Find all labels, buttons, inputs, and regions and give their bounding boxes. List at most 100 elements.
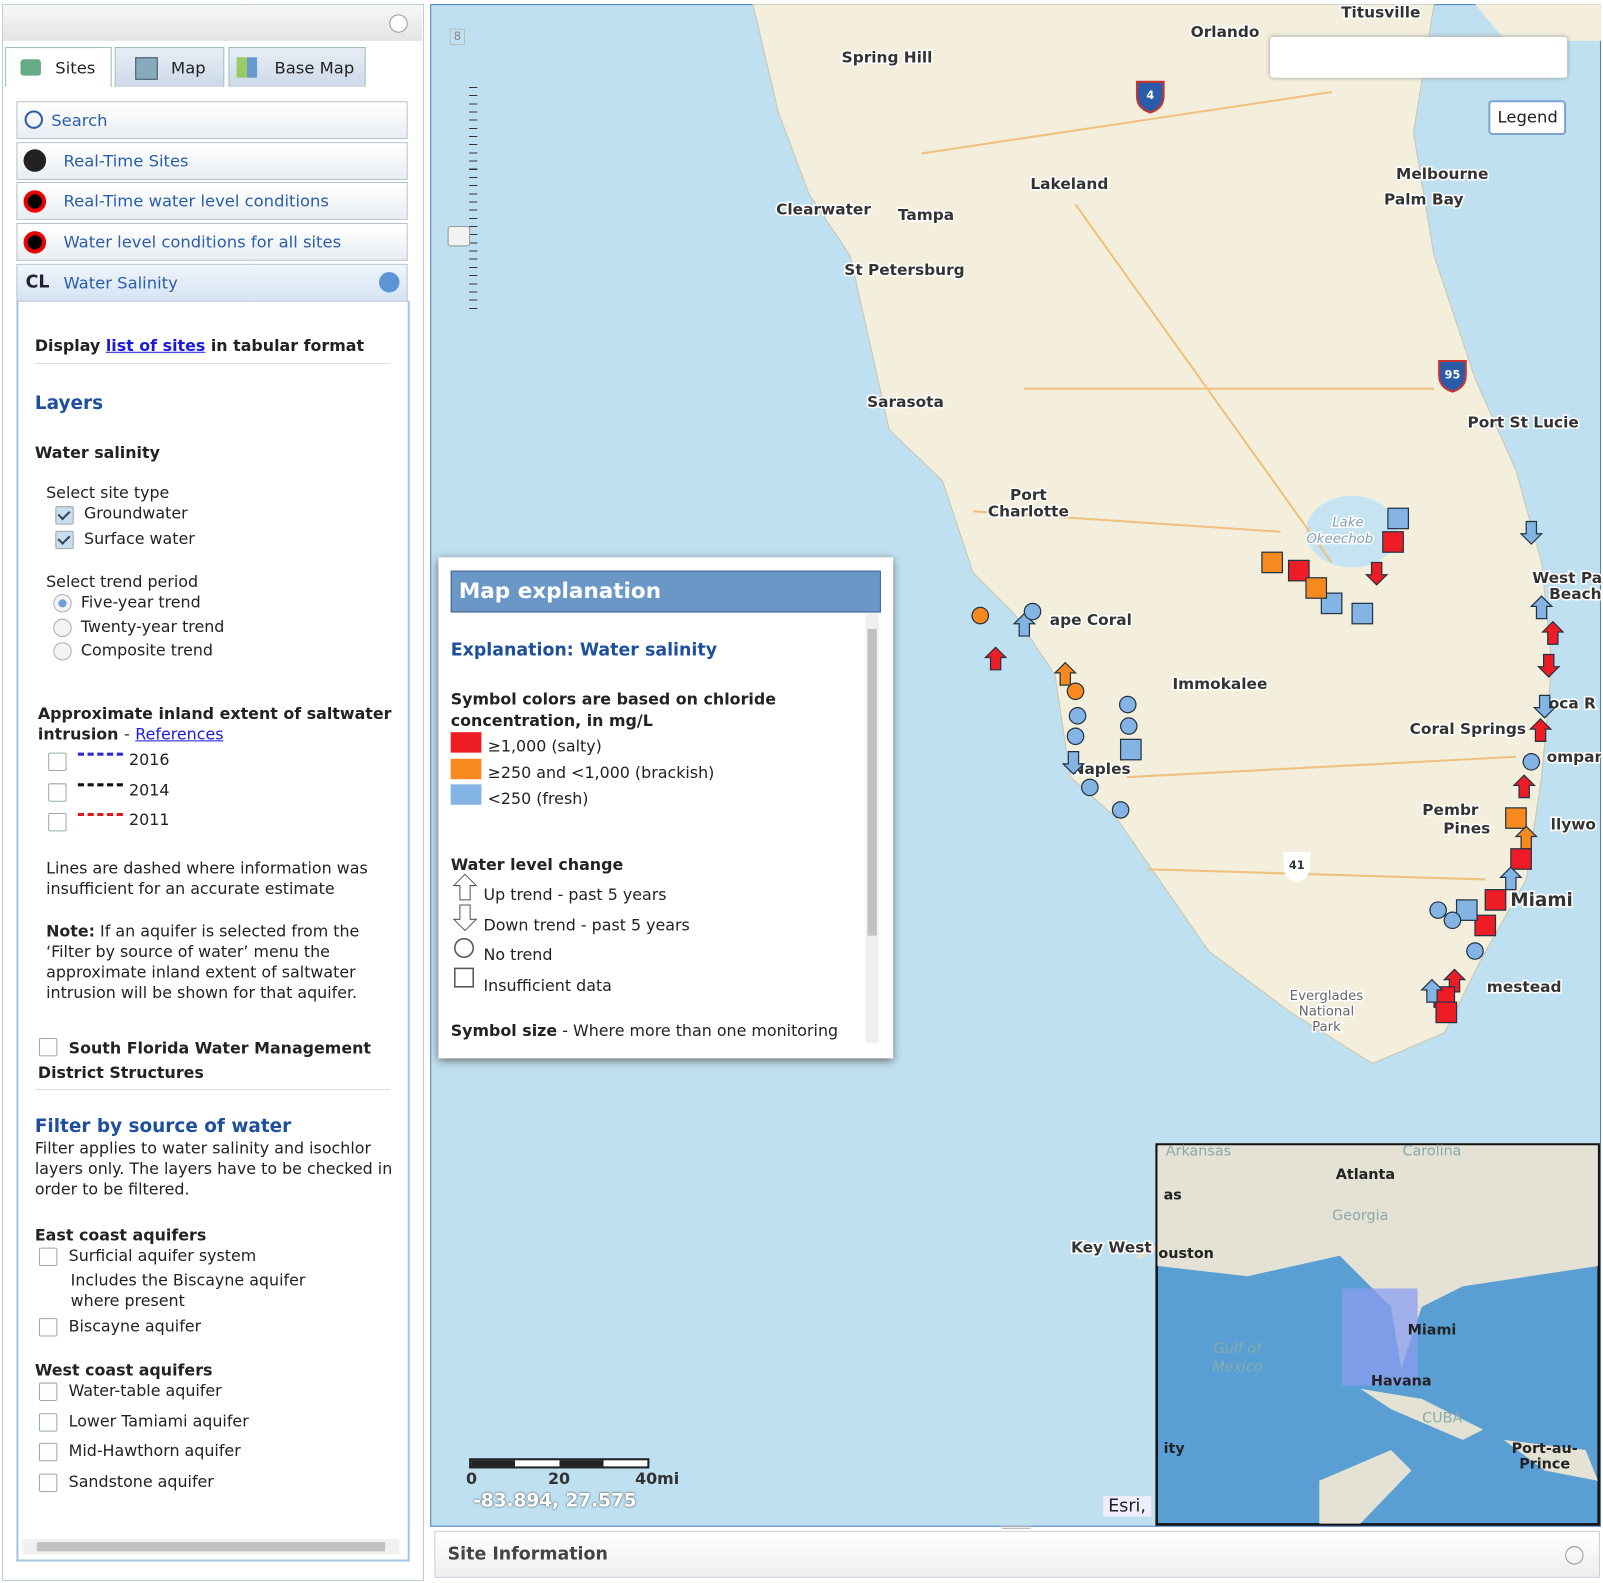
site-symbol	[1435, 1001, 1458, 1024]
place-label: Tampa	[898, 206, 954, 224]
help-icon[interactable]	[378, 272, 400, 293]
zoom-thumb[interactable]	[447, 225, 471, 247]
inset-label: Georgia	[1332, 1208, 1388, 1224]
expand-icon[interactable]	[1565, 1546, 1584, 1565]
tab-icon	[20, 59, 41, 76]
inset-label: Carolina	[1403, 1144, 1462, 1160]
zoom-slider[interactable]	[448, 29, 468, 348]
place-label: Everglades	[1290, 989, 1364, 1004]
swatch	[450, 784, 482, 805]
site-symbol	[1382, 531, 1404, 553]
radio[interactable]	[53, 618, 72, 638]
checkbox[interactable]	[38, 1412, 58, 1432]
scale-label: 40mi	[635, 1469, 680, 1488]
site-info-bar[interactable]	[434, 1530, 1600, 1578]
attribution: Esri,	[1103, 1496, 1152, 1517]
site-symbol	[1474, 914, 1497, 937]
checkbox[interactable]	[55, 506, 74, 525]
inset-label: Port-au-	[1512, 1441, 1578, 1457]
site-symbol	[1510, 848, 1532, 870]
references-link[interactable]: References	[135, 725, 224, 744]
accordion-label: Search	[51, 110, 108, 130]
scale-label: 20	[548, 1469, 571, 1488]
accordion-item[interactable]: Water level conditions for all sites	[16, 222, 408, 261]
extent-sep: -	[124, 725, 130, 744]
checkbox[interactable]	[38, 1037, 58, 1057]
site-symbol	[1119, 717, 1138, 735]
roads	[921, 91, 1517, 881]
checkbox[interactable]	[38, 1443, 58, 1462]
shield	[1438, 359, 1467, 393]
water-salinity: Water salinity	[34, 443, 160, 463]
place-label: Park	[1312, 1020, 1341, 1035]
badge: CL	[25, 272, 50, 293]
checkbox[interactable]	[48, 782, 67, 802]
site-symbol	[1118, 695, 1137, 714]
display-line: Display list of sites in tabular format	[35, 335, 364, 355]
swatch	[450, 758, 482, 779]
legend-label: Legend	[1497, 107, 1558, 127]
site-symbol	[1429, 901, 1447, 919]
explanation-heading: Explanation: Water salinity	[450, 640, 718, 661]
legend-button[interactable]: Legend	[1488, 100, 1567, 135]
accordion-item[interactable]: Real-Time Sites	[16, 142, 408, 180]
place-label: Beach	[1549, 585, 1601, 603]
site-type-label: Select site type	[46, 483, 170, 503]
explanation-panel	[438, 557, 894, 1059]
inset-label: Arkansas	[1166, 1144, 1231, 1160]
place-label: Sarasota	[867, 393, 944, 411]
checkbox[interactable]	[55, 530, 74, 550]
shield	[1283, 851, 1311, 883]
site-symbol	[1066, 682, 1085, 701]
divider-handle[interactable]	[1001, 1525, 1031, 1529]
accordion-item[interactable]: Real-Time water level conditions	[16, 182, 408, 220]
checkbox[interactable]	[38, 1247, 58, 1266]
checkbox[interactable]	[48, 812, 67, 832]
aquifer: Mid-Hawthorn aquifer	[68, 1442, 241, 1461]
tab[interactable]: Base Map	[228, 47, 366, 87]
shield-label: 41	[1289, 859, 1305, 872]
radio[interactable]	[53, 642, 72, 661]
place-label: ompar	[1547, 748, 1601, 766]
year-label: 2016	[129, 750, 170, 769]
radio[interactable]	[53, 594, 72, 613]
checkbox[interactable]	[48, 752, 67, 772]
place-label: Okeechob	[1306, 532, 1373, 547]
display-prefix: Display	[34, 336, 101, 355]
line-sample	[77, 812, 123, 817]
panel	[16, 300, 410, 1562]
site-info: Site Information	[447, 1544, 608, 1565]
checkbox[interactable]	[38, 1473, 58, 1493]
place-label: oca R	[1549, 695, 1596, 713]
inset-label: CUBA	[1422, 1410, 1462, 1426]
shield-label: 4	[1146, 89, 1154, 102]
accordion-item[interactable]: Search	[16, 101, 408, 140]
inset-label: ouston	[1158, 1246, 1213, 1262]
trend-label: Select trend period	[46, 572, 199, 592]
site-symbol	[983, 646, 1008, 671]
scale-label: 0	[466, 1469, 478, 1488]
site-symbol	[1499, 866, 1523, 891]
accordion-item[interactable]: Water Salinity	[16, 263, 408, 302]
size-label: Symbol size	[450, 1021, 558, 1040]
explanation-titlebar[interactable]	[450, 570, 881, 613]
site-symbol	[1443, 911, 1462, 930]
tab-icon	[135, 57, 158, 80]
checkbox[interactable]	[38, 1318, 58, 1337]
triangle-icon	[23, 149, 47, 172]
site-symbol	[1023, 602, 1042, 621]
site-symbol	[1364, 561, 1389, 586]
tab[interactable]: Map	[114, 47, 225, 87]
collapse-button[interactable]	[389, 14, 408, 33]
list-link[interactable]: list of sites	[105, 336, 206, 355]
tab-icon	[236, 57, 258, 78]
site-symbol	[1261, 551, 1284, 574]
place-label: Key West	[1071, 1239, 1152, 1257]
explanation-scroll[interactable]	[865, 613, 879, 1044]
trend-label: Insufficient data	[483, 976, 612, 995]
place-label: Orlando	[1191, 23, 1260, 41]
scrollbar[interactable]	[22, 1539, 400, 1555]
inset-label: Havana	[1371, 1374, 1432, 1390]
aquifer: Surficial aquifer system	[68, 1246, 257, 1265]
checkbox[interactable]	[38, 1382, 58, 1401]
